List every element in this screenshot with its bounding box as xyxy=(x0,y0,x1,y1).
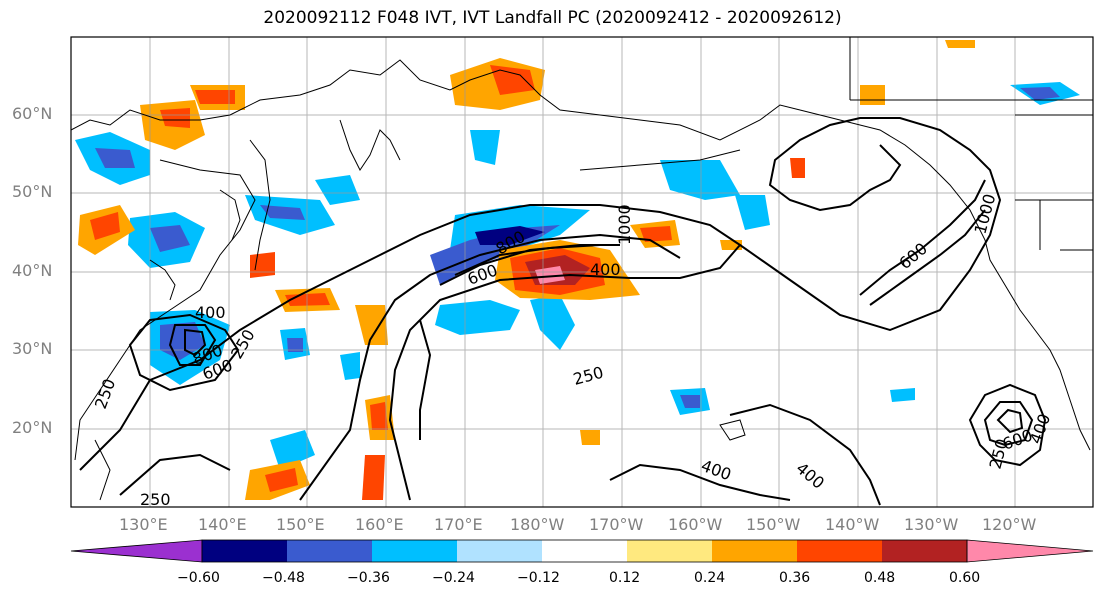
colorbar-tick: 0.48 xyxy=(864,570,896,586)
colorbar-segment xyxy=(712,540,797,562)
lon-label-140e: 140°E xyxy=(198,515,247,534)
map-gridlines xyxy=(71,37,1093,507)
colorbar-tick: 0.60 xyxy=(949,570,981,586)
contour-label-400: 400 xyxy=(195,303,226,322)
lon-label-150e: 150°E xyxy=(276,515,325,534)
lat-label-60n: 60°N xyxy=(12,104,53,123)
contour-label-400: 400 xyxy=(590,260,621,279)
lat-label-50n: 50°N xyxy=(12,182,53,201)
map-title: 2020092112 F048 IVT, IVT Landfall PC (20… xyxy=(263,8,842,28)
colorbar-tick: −0.24 xyxy=(432,570,475,586)
colorbar-segment xyxy=(287,540,372,562)
colorbar-segment xyxy=(202,540,287,562)
contour-label-250: 250 xyxy=(140,490,171,509)
colorbar-segment xyxy=(372,540,457,562)
colorbar-tick: −0.48 xyxy=(262,570,305,586)
colorbar xyxy=(70,539,1094,563)
ivt-anomaly-fill xyxy=(75,40,1080,500)
lon-label-150w: 150°W xyxy=(746,515,801,534)
lon-label-180w: 180°W xyxy=(510,515,565,534)
colorbar-tick: 0.36 xyxy=(779,570,811,586)
colorbar-segment xyxy=(542,540,627,562)
lat-label-20n: 20°N xyxy=(12,418,53,437)
colorbar-tick: 0.12 xyxy=(609,570,641,586)
colorbar-tick: −0.12 xyxy=(517,570,560,586)
lon-label-130e: 130°E xyxy=(119,515,168,534)
colorbar-extend-max xyxy=(966,539,1094,563)
contour-label-1000: 1000 xyxy=(615,204,634,245)
map-border xyxy=(70,36,1094,508)
lon-label-120w: 120°W xyxy=(982,515,1037,534)
ivt-contours xyxy=(79,117,1047,506)
colorbar-segment xyxy=(882,540,967,562)
colorbar-segment xyxy=(457,540,542,562)
colorbar-segment xyxy=(627,540,712,562)
lon-label-170w: 170°W xyxy=(589,515,644,534)
lat-label-30n: 30°N xyxy=(12,339,53,358)
lon-label-140w: 140°W xyxy=(825,515,880,534)
colorbar-tick: 0.24 xyxy=(694,570,726,586)
lat-label-40n: 40°N xyxy=(12,261,53,280)
colorbar-tick: −0.60 xyxy=(177,570,220,586)
coastlines xyxy=(70,37,1093,501)
colorbar-extend-min xyxy=(70,539,203,563)
lon-label-170e: 170°E xyxy=(434,515,483,534)
colorbar-tick: −0.36 xyxy=(347,570,390,586)
lon-label-160e: 160°E xyxy=(355,515,404,534)
colorbar-segment xyxy=(797,540,882,562)
lon-label-130w: 130°W xyxy=(904,515,959,534)
lon-label-160w: 160°W xyxy=(668,515,723,534)
